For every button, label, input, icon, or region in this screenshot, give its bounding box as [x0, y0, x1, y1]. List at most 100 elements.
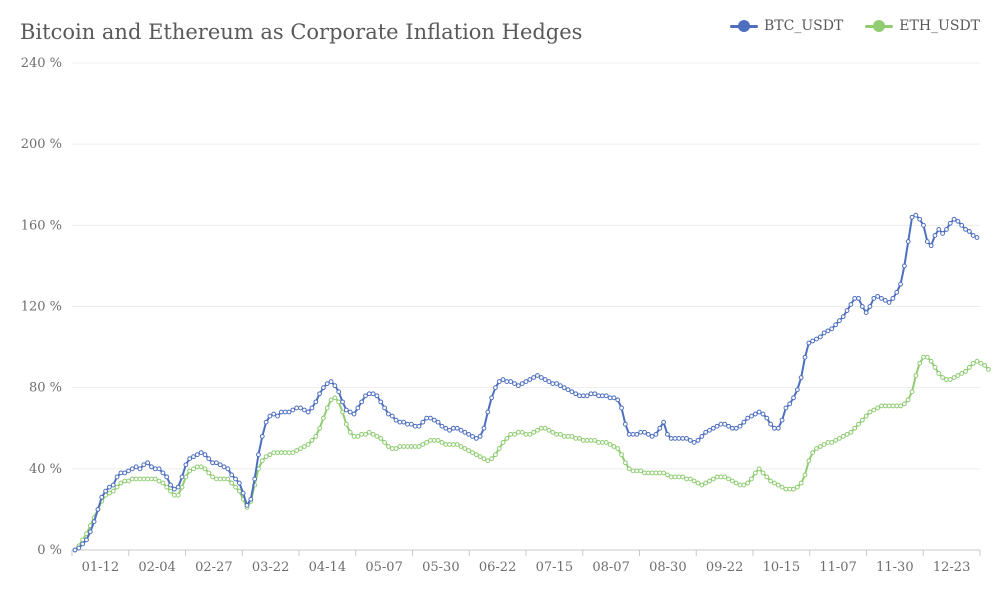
data-point-btc-usdt[interactable]: [905, 239, 911, 244]
data-point-btc-usdt[interactable]: [267, 413, 273, 419]
data-point-eth-usdt[interactable]: [806, 458, 812, 464]
data-point-btc-usdt[interactable]: [317, 391, 323, 397]
data-point-eth-usdt[interactable]: [424, 440, 430, 445]
data-point-eth-usdt[interactable]: [233, 484, 238, 490]
data-point-btc-usdt[interactable]: [565, 387, 571, 393]
data-point-btc-usdt[interactable]: [626, 431, 632, 437]
data-point-eth-usdt[interactable]: [156, 478, 162, 484]
data-point-btc-usdt[interactable]: [699, 433, 705, 439]
data-point-eth-usdt[interactable]: [913, 373, 919, 378]
data-point-eth-usdt[interactable]: [879, 403, 884, 409]
data-point-eth-usdt[interactable]: [791, 486, 796, 492]
data-point-eth-usdt[interactable]: [382, 440, 387, 445]
data-point-eth-usdt[interactable]: [584, 438, 590, 443]
data-point-btc-usdt[interactable]: [917, 216, 923, 222]
data-point-eth-usdt[interactable]: [378, 436, 384, 441]
data-point-btc-usdt[interactable]: [741, 419, 747, 425]
data-point-btc-usdt[interactable]: [615, 397, 621, 403]
data-point-eth-usdt[interactable]: [343, 421, 349, 427]
data-point-eth-usdt[interactable]: [500, 440, 506, 445]
data-point-eth-usdt[interactable]: [963, 369, 968, 374]
data-point-btc-usdt[interactable]: [305, 409, 311, 415]
data-point-btc-usdt[interactable]: [523, 379, 529, 384]
data-point-eth-usdt[interactable]: [558, 431, 563, 437]
data-point-eth-usdt[interactable]: [133, 476, 139, 482]
data-point-btc-usdt[interactable]: [695, 438, 701, 443]
data-point-eth-usdt[interactable]: [783, 486, 789, 492]
data-point-btc-usdt[interactable]: [133, 464, 139, 470]
data-point-eth-usdt[interactable]: [214, 476, 219, 482]
data-point-eth-usdt[interactable]: [470, 450, 475, 456]
data-point-btc-usdt[interactable]: [386, 411, 391, 417]
data-point-eth-usdt[interactable]: [443, 442, 449, 447]
data-point-eth-usdt[interactable]: [477, 454, 483, 460]
data-point-eth-usdt[interactable]: [940, 375, 945, 380]
data-point-eth-usdt[interactable]: [638, 468, 644, 474]
data-point-eth-usdt[interactable]: [179, 484, 185, 490]
data-point-eth-usdt[interactable]: [328, 397, 334, 403]
data-point-eth-usdt[interactable]: [408, 444, 414, 449]
data-point-eth-usdt[interactable]: [294, 448, 300, 453]
data-point-btc-usdt[interactable]: [573, 391, 579, 397]
data-point-btc-usdt[interactable]: [252, 476, 258, 482]
data-point-btc-usdt[interactable]: [756, 409, 762, 415]
data-point-eth-usdt[interactable]: [393, 446, 399, 451]
data-point-eth-usdt[interactable]: [756, 466, 762, 472]
data-point-btc-usdt[interactable]: [856, 295, 861, 301]
data-point-btc-usdt[interactable]: [194, 452, 200, 458]
data-point-btc-usdt[interactable]: [584, 393, 590, 399]
data-point-eth-usdt[interactable]: [947, 377, 953, 382]
data-point-eth-usdt[interactable]: [619, 452, 624, 458]
data-point-btc-usdt[interactable]: [462, 429, 468, 435]
data-point-btc-usdt[interactable]: [653, 431, 659, 437]
data-point-eth-usdt[interactable]: [867, 409, 873, 415]
data-point-btc-usdt[interactable]: [87, 529, 93, 535]
data-point-btc-usdt[interactable]: [141, 462, 147, 468]
data-point-btc-usdt[interactable]: [95, 507, 101, 512]
data-point-btc-usdt[interactable]: [416, 423, 422, 429]
data-point-btc-usdt[interactable]: [110, 482, 116, 488]
data-point-eth-usdt[interactable]: [454, 442, 460, 447]
data-point-btc-usdt[interactable]: [171, 486, 177, 492]
data-point-eth-usdt[interactable]: [622, 460, 628, 466]
data-point-btc-usdt[interactable]: [936, 226, 942, 232]
data-point-eth-usdt[interactable]: [217, 476, 223, 482]
data-point-btc-usdt[interactable]: [496, 379, 502, 384]
data-point-eth-usdt[interactable]: [336, 399, 342, 405]
data-point-eth-usdt[interactable]: [749, 476, 754, 482]
data-point-btc-usdt[interactable]: [661, 419, 666, 425]
data-point-btc-usdt[interactable]: [122, 470, 128, 476]
data-point-eth-usdt[interactable]: [450, 442, 456, 447]
data-point-btc-usdt[interactable]: [596, 393, 602, 399]
data-point-btc-usdt[interactable]: [420, 419, 426, 425]
data-point-eth-usdt[interactable]: [657, 470, 663, 476]
data-point-eth-usdt[interactable]: [707, 478, 712, 484]
data-point-eth-usdt[interactable]: [114, 484, 120, 490]
data-point-eth-usdt[interactable]: [959, 371, 965, 376]
data-point-btc-usdt[interactable]: [580, 393, 586, 399]
data-point-eth-usdt[interactable]: [802, 472, 808, 478]
data-point-btc-usdt[interactable]: [198, 450, 204, 456]
data-point-btc-usdt[interactable]: [791, 395, 796, 401]
data-point-btc-usdt[interactable]: [879, 295, 884, 301]
data-point-eth-usdt[interactable]: [970, 360, 976, 366]
data-point-eth-usdt[interactable]: [531, 429, 537, 435]
data-point-eth-usdt[interactable]: [447, 442, 452, 447]
data-point-btc-usdt[interactable]: [940, 231, 945, 236]
data-point-eth-usdt[interactable]: [263, 454, 269, 460]
data-point-btc-usdt[interactable]: [485, 409, 491, 415]
data-point-btc-usdt[interactable]: [684, 436, 689, 441]
data-point-eth-usdt[interactable]: [225, 476, 231, 482]
data-point-btc-usdt[interactable]: [668, 436, 674, 441]
data-point-btc-usdt[interactable]: [775, 425, 781, 431]
data-point-eth-usdt[interactable]: [890, 403, 896, 409]
data-point-btc-usdt[interactable]: [600, 393, 605, 399]
data-point-btc-usdt[interactable]: [546, 379, 552, 384]
data-point-btc-usdt[interactable]: [772, 425, 777, 431]
data-point-btc-usdt[interactable]: [217, 462, 223, 468]
data-point-btc-usdt[interactable]: [397, 419, 403, 425]
data-point-eth-usdt[interactable]: [745, 480, 751, 486]
data-point-btc-usdt[interactable]: [263, 419, 269, 425]
data-point-eth-usdt[interactable]: [615, 446, 621, 451]
data-point-btc-usdt[interactable]: [722, 421, 728, 427]
